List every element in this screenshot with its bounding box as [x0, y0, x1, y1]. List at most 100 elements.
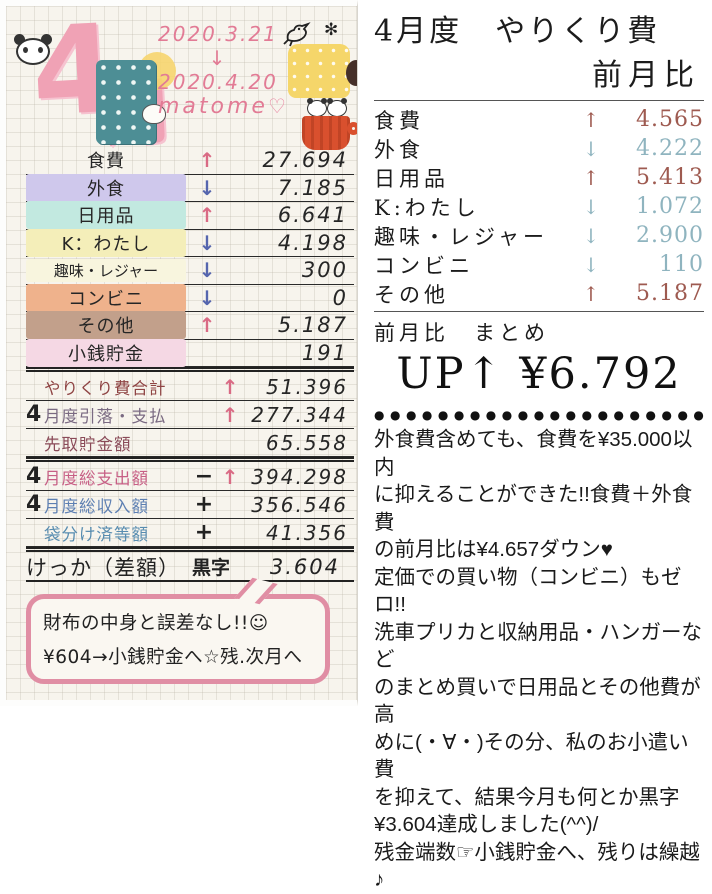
diff-value: 1.072 — [636, 194, 704, 219]
category-label: その他 — [26, 311, 186, 340]
minus-operator: − — [194, 464, 214, 489]
shirt-sticker-icon — [288, 44, 350, 98]
amount-value: 41.356 — [266, 520, 348, 545]
notebook-sticker-icon — [96, 60, 156, 144]
category-label: 食費 — [374, 108, 424, 133]
bird-doodle-icon — [283, 22, 311, 47]
diff-value: 4.222 — [636, 136, 704, 161]
totals-label: 袋分け済等額 — [44, 524, 149, 544]
table-row: 外食 ↓ 7.185 — [26, 173, 354, 202]
table-row: 小銭貯金 191 — [26, 338, 354, 367]
category-label: その他 — [374, 282, 449, 307]
result-value: 3.604 — [269, 554, 340, 579]
category-label: 食費 — [87, 151, 125, 173]
summary-label: 先取貯金額 — [44, 434, 132, 454]
totals-row: 4 月度総支出額 − ↑ 394.298 — [26, 463, 354, 491]
double-rule — [26, 367, 354, 372]
amount-value: 27.694 — [262, 148, 348, 173]
amount-value: 300 — [301, 258, 348, 283]
down-arrow-icon: ↓ — [198, 258, 216, 283]
comparison-row: K:わたし ↓ 1.072 — [374, 192, 704, 221]
date-from: 2020.3.21 — [158, 22, 278, 46]
down-arrow-icon: ↓ — [582, 194, 600, 219]
down-arrow-icon: ↓ — [582, 223, 600, 248]
totals-row: 4 月度総収入額 + 356.546 — [26, 491, 354, 519]
double-rule — [26, 547, 354, 552]
amount-value: 4.198 — [277, 230, 348, 255]
comment-paragraph: 外食費含めても、食費を¥35.000以内 に抑えることができた!!食費＋外食費 … — [374, 428, 702, 891]
panda-sticker-icon — [14, 34, 52, 66]
result-label: けっか（差額） — [26, 555, 180, 580]
budget-table: 食費 ↑ 27.694 外食 ↓ 7.185 日用品 ↑ 6.641 K：わたし… — [26, 147, 354, 582]
amount-value: 65.558 — [266, 430, 348, 455]
category-label: 外食 — [374, 137, 424, 162]
summary-total: UP↑ ¥6.792 — [396, 349, 682, 399]
up-arrow-icon: ↑ — [221, 374, 239, 399]
summary-label: 月度引落・支払 — [44, 406, 167, 426]
bunny-sticker-icon — [142, 104, 166, 124]
totals-row: 袋分け済等額 + 41.356 — [26, 519, 354, 547]
comparison-row: 外食 ↓ 4.222 — [374, 134, 704, 163]
summary-panel: 4月度 やりくり費 前月比 食費 ↑ 4.565 外食 ↓ 4.222 日用品 … — [358, 0, 712, 891]
amount-value: 6.641 — [277, 203, 348, 228]
diff-value: 110 — [659, 252, 704, 277]
bubble-line-2: ¥604→小銭貯金へ☆残.次月へ — [43, 647, 303, 668]
summary-label: やりくり費合計 — [44, 378, 167, 398]
dotted-divider: ●●●●●●●●●●●●●●●●●●●●● — [374, 408, 704, 422]
down-arrow-icon: ↓ — [198, 230, 216, 255]
category-label: K:わたし — [374, 195, 480, 220]
category-label: 日用品 — [374, 166, 449, 191]
up-arrow-icon: ↑ — [198, 148, 216, 173]
double-rule — [26, 457, 354, 462]
table-row: K：わたし ↓ 4.198 — [26, 228, 354, 257]
summary-row: やりくり費合計 ↑ 51.396 — [26, 373, 354, 401]
heart-icon: ♡ — [267, 94, 288, 118]
category-label: コンビニ — [26, 283, 186, 312]
amount-value: 0 — [332, 285, 348, 310]
flower-doodle-icon: ✻ — [324, 20, 339, 40]
diff-value: 5.413 — [636, 165, 704, 190]
up-arrow-icon: ↑ — [582, 107, 600, 132]
journal-photo: 4月 2020.3.21 ↓ 2020.4.20 matome♡ ✻ 食費 ↑ … — [0, 0, 358, 706]
amount-value: 51.396 — [266, 374, 348, 399]
category-label: 趣味・レジャー — [26, 258, 186, 282]
up-arrow-icon: ↑ — [221, 402, 239, 427]
bubble-line-1: 財布の中身と誤差なし!!☺ — [43, 613, 269, 634]
diff-value: 5.187 — [636, 281, 704, 306]
plus-operator: + — [194, 492, 214, 517]
header-rule — [374, 100, 704, 101]
panel-title: 4月度 やりくり費 — [374, 14, 661, 49]
comparison-row: 食費 ↑ 4.565 — [374, 105, 704, 134]
matome-note: matome — [158, 94, 268, 119]
totals-label: 月度総支出額 — [44, 468, 149, 488]
category-label: 趣味・レジャー — [374, 224, 548, 249]
summary-row: 先取貯金額 65.558 — [26, 429, 354, 457]
result-row: けっか（差額） 黒字 3.604 — [26, 553, 354, 582]
date-range: 2020.3.21 ↓ 2020.4.20 matome♡ — [158, 22, 288, 119]
amount-value: 7.185 — [277, 175, 348, 200]
summary-row: 4 月度引落・支払 ↑ 277.344 — [26, 401, 354, 429]
category-label: K：わたし — [26, 228, 186, 257]
category-label: 小銭貯金 — [26, 338, 186, 367]
up-arrow-icon: ↑ — [221, 464, 239, 489]
down-arrow-icon: ↓ — [208, 46, 228, 70]
summary-heading: 前月比 まとめ — [374, 321, 549, 345]
up-arrow-icon: ↑ — [582, 281, 600, 306]
month-prefix: 4 — [26, 492, 42, 517]
panda-cup-sticker-icon — [302, 98, 357, 152]
category-label: 外食 — [26, 173, 186, 202]
diff-value: 4.565 — [636, 107, 704, 132]
monthly-summary: 前月比 まとめ UP↑ ¥6.792 — [374, 311, 704, 399]
amount-value: 191 — [301, 340, 348, 365]
table-row: 趣味・レジャー ↓ 300 — [26, 257, 354, 285]
category-label: コンビニ — [374, 253, 474, 278]
amount-value: 394.298 — [251, 464, 348, 489]
amount-value: 356.546 — [251, 492, 348, 517]
panel-subtitle: 前月比 — [592, 58, 700, 93]
down-arrow-icon: ↓ — [198, 285, 216, 310]
month-prefix: 4 — [26, 402, 42, 427]
totals-label: 月度総収入額 — [44, 496, 149, 516]
comparison-row: コンビニ ↓ 110 — [374, 250, 704, 279]
date-to: 2020.4.20 — [158, 70, 278, 94]
comparison-row: その他 ↑ 5.187 — [374, 279, 704, 308]
